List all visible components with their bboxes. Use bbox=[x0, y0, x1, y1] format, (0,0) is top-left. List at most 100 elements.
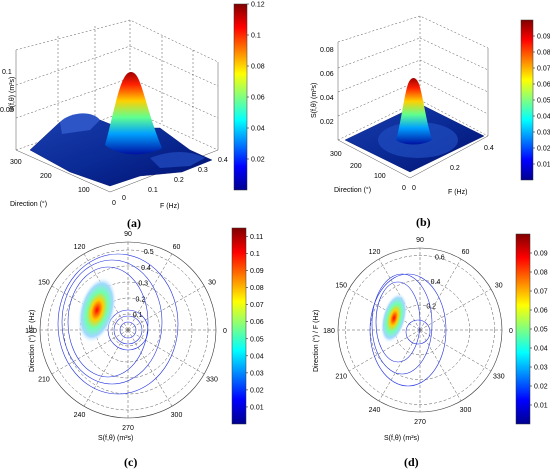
panel-a-x-label: F (Hz) bbox=[160, 203, 179, 210]
colorbar-tick-label: 0.08 bbox=[534, 270, 548, 277]
colorbar-tick-label: 0.01 bbox=[534, 403, 548, 410]
colorbar-tick-label: 0.08 bbox=[250, 285, 264, 292]
polar-radial-tick: 0.5 bbox=[144, 249, 154, 256]
colorbar-tick-label: 0.07 bbox=[534, 289, 548, 296]
polar-angle-tick: 210 bbox=[335, 374, 347, 381]
colorbar-tick-label: 0.02 bbox=[537, 146, 550, 153]
panel-b-x-tick: 0 bbox=[412, 185, 416, 192]
polar-radial-tick: 0.4 bbox=[431, 279, 441, 286]
polar-angle-tick: 180 bbox=[25, 328, 37, 335]
polar-radial-tick: 0.6 bbox=[435, 255, 445, 262]
polar-angle-tick: 330 bbox=[206, 377, 218, 384]
panel-a-colorbar-ticks: 0.02 0.04 0.06 0.08 0.1 0.12 bbox=[247, 2, 265, 164]
colorbar-tick-label: 0.03 bbox=[534, 365, 548, 372]
polar-radial-tick: 0.4 bbox=[141, 265, 151, 272]
polar-angle-tick: 30 bbox=[208, 280, 216, 287]
polar-angle-tick: 300 bbox=[460, 407, 472, 414]
polar-angle-tick: 150 bbox=[335, 283, 347, 290]
panel-a-x-tick: 0.1 bbox=[148, 187, 158, 194]
polar-spoke bbox=[419, 258, 462, 331]
polar-angle-tick: 120 bbox=[74, 244, 86, 251]
panel-a-x-tick: 0.4 bbox=[218, 157, 228, 164]
polar-angle-tick: 30 bbox=[495, 283, 503, 290]
panel-c-caption: (c) bbox=[124, 455, 137, 469]
panel-b-z-tick: 0.04 bbox=[320, 95, 334, 102]
polar-angle-tick: 0 bbox=[223, 328, 227, 335]
panel-a-y-tick: 0 bbox=[112, 200, 116, 207]
polar-angle-tick: 210 bbox=[38, 377, 50, 384]
polar-angle-tick: 270 bbox=[414, 419, 426, 426]
polar-angle-tick: 330 bbox=[493, 374, 505, 381]
polar-angle-tick: 240 bbox=[74, 412, 86, 419]
panel-a-z-tick: 0.05 bbox=[0, 107, 14, 114]
panel-b-y-label: Direction (°) bbox=[334, 186, 371, 194]
panel-b-z-tick: 0.06 bbox=[320, 71, 334, 78]
panel-c-y-label: Direction (°) / F (Hz) bbox=[28, 310, 36, 372]
polar-radial-tick: 0.2 bbox=[426, 304, 436, 311]
panel-b-y-tick: 200 bbox=[350, 163, 362, 170]
colorbar-tick-label: 0.04 bbox=[250, 353, 264, 360]
polar-spoke bbox=[378, 329, 421, 402]
colorbar-tick-label: 0.06 bbox=[250, 319, 264, 326]
polar-angle-tick: 60 bbox=[173, 244, 181, 251]
colorbar-tick-label: 0.09 bbox=[534, 251, 548, 258]
panel-b-peak bbox=[396, 78, 432, 145]
panel-a-z-label: S(f,θ) (m²s) bbox=[9, 77, 16, 112]
panel-b-caption: (b) bbox=[416, 215, 431, 229]
polar-angle-tick: 300 bbox=[171, 412, 183, 419]
panel-d-colorbar-ticks: 0.01 0.02 0.03 0.04 0.05 0.06 0.07 0.08 0.09 bbox=[530, 251, 548, 410]
colorbar-tick-label: 0.02 bbox=[251, 157, 265, 164]
polar-angle-tick: 0 bbox=[509, 328, 513, 335]
panel-c-polar-grid: 0.10.20.30.40.59060300330300270240210180… bbox=[25, 231, 227, 432]
polar-radial-ring bbox=[370, 280, 470, 380]
panel-a-y-label: Direction (°) bbox=[10, 200, 47, 208]
panel-a-x-tick: 0.2 bbox=[174, 177, 184, 184]
colorbar-tick-label: 0.11 bbox=[250, 234, 263, 241]
colorbar-tick-label: 0.09 bbox=[250, 268, 264, 275]
colorbar-tick-label: 0.06 bbox=[251, 95, 265, 102]
colorbar-tick-label: 0.01 bbox=[250, 404, 264, 411]
colorbar-tick-label: 0.07 bbox=[250, 302, 264, 309]
panel-b-z-tick: 0.02 bbox=[320, 119, 334, 126]
polar-radial-ring bbox=[63, 265, 193, 395]
colorbar-tick-label: 0.03 bbox=[537, 130, 550, 137]
panel-d-caption: (d) bbox=[404, 455, 419, 469]
panel-a-y-tick: 100 bbox=[78, 187, 90, 194]
panel-a-x-tick: 0 bbox=[122, 195, 126, 202]
polar-spoke bbox=[127, 329, 205, 375]
colorbar-tick-label: 0.03 bbox=[250, 370, 264, 377]
colorbar-tick-label: 0.04 bbox=[537, 114, 550, 121]
polar-spoke bbox=[419, 288, 492, 331]
panel-b-x-label: F (Hz) bbox=[448, 189, 467, 196]
panel-a-x-tick: 0.3 bbox=[198, 167, 208, 174]
panel-d-peak-blob bbox=[380, 292, 408, 344]
colorbar-tick-label: 0.09 bbox=[537, 34, 550, 41]
panel-b-colorbar bbox=[520, 19, 534, 181]
colorbar-tick-label: 0.07 bbox=[537, 66, 550, 73]
panel-b-z-label: S(f,θ) (m²s) bbox=[311, 83, 318, 118]
polar-angle-tick: 90 bbox=[416, 237, 424, 244]
panel-a-caption: (a) bbox=[127, 216, 141, 230]
panel-b-z-tick: 0.08 bbox=[320, 47, 334, 54]
colorbar-tick-label: 0.05 bbox=[537, 98, 550, 105]
panel-b-axes-box bbox=[337, 15, 489, 179]
panel-c-colorbar bbox=[231, 227, 247, 425]
colorbar-tick-label: 0.04 bbox=[534, 346, 548, 353]
panel-b-y-tick: 0 bbox=[402, 185, 406, 192]
polar-angle-tick: 270 bbox=[122, 425, 134, 432]
panel-b: 0.08 0.06 0.04 0.02 S(f,θ) (m²s) 300 200… bbox=[311, 15, 550, 229]
panel-b-x-tick: 0.4 bbox=[484, 145, 494, 152]
panel-b-y-tick: 100 bbox=[374, 173, 386, 180]
panel-a-y-tick: 300 bbox=[10, 159, 22, 166]
panel-a-peak bbox=[105, 72, 162, 155]
polar-angle-tick: 90 bbox=[124, 231, 132, 238]
colorbar-tick-label: 0.04 bbox=[251, 126, 265, 133]
colorbar-tick-label: 0.12 bbox=[251, 2, 265, 9]
polar-spoke bbox=[419, 329, 462, 402]
panel-d: 0.20.40.69060300330300270240210180150120… bbox=[312, 233, 548, 469]
colorbar-tick-label: 0.02 bbox=[250, 387, 264, 394]
panel-c-x-label: S(f,θ) (m²s) bbox=[98, 435, 133, 442]
panel-a-colorbar bbox=[233, 3, 248, 191]
panel-c-peak-blob bbox=[77, 276, 117, 344]
